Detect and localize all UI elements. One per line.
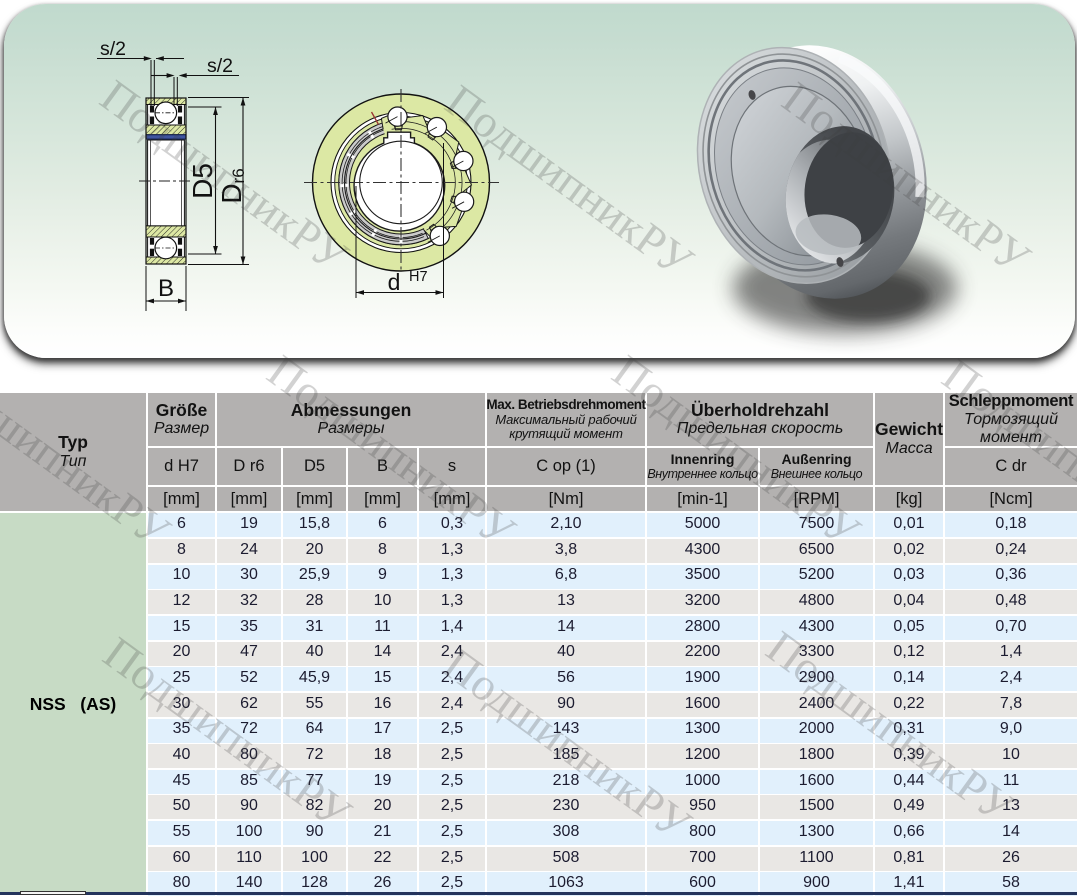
svg-text:H7: H7 xyxy=(409,269,428,285)
svg-text:d: d xyxy=(388,269,401,295)
svg-text:s/2: s/2 xyxy=(100,38,126,60)
svg-text:D5: D5 xyxy=(187,163,218,199)
svg-text:Dr6: Dr6 xyxy=(216,168,248,203)
svg-text:B: B xyxy=(158,275,174,302)
svg-text:s/2: s/2 xyxy=(207,55,233,77)
